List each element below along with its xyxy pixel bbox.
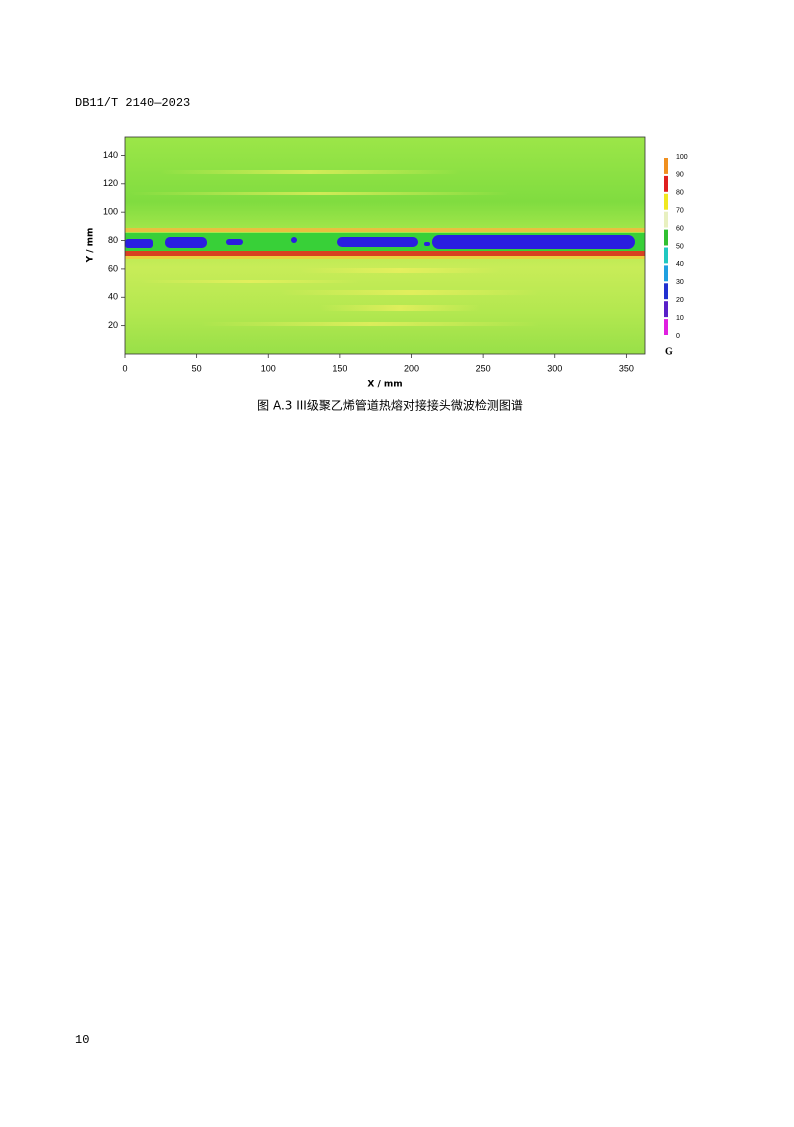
colorbar-segment (664, 319, 668, 335)
colorbar-tick-label: 50 (676, 243, 684, 250)
y-tick-label: 60 (108, 263, 118, 273)
x-tick-label: 350 (619, 363, 634, 373)
defect-regions (125, 235, 635, 249)
x-tick-label: 150 (332, 363, 347, 373)
defect (125, 239, 153, 248)
y-tick-label: 140 (103, 150, 118, 160)
colorbar-segment (664, 158, 668, 174)
colorbar-tick-label: 10 (676, 315, 684, 322)
defect (226, 239, 243, 245)
x-tick-label: 250 (476, 363, 491, 373)
defect (432, 235, 635, 249)
colorbar-label: G (665, 346, 673, 357)
colorbar-segment (664, 247, 668, 264)
plot-frame (124, 136, 646, 355)
y-tick-label: 100 (103, 207, 118, 217)
x-tick-label: 100 (261, 363, 276, 373)
defect (337, 237, 418, 247)
band-edge (125, 251, 645, 256)
colorbar-segment (664, 193, 668, 210)
streak (280, 290, 540, 295)
x-tick-label: 50 (192, 363, 202, 373)
y-tick-label: 80 (108, 235, 118, 245)
y-tick-label: 40 (108, 292, 118, 302)
colorbar-tick-label: 90 (676, 172, 684, 179)
x-axis-label: X / mm (367, 380, 402, 390)
streak (140, 280, 360, 283)
colorbar-segment (664, 229, 668, 246)
page-number: 10 (75, 1033, 89, 1047)
colorbar-segment (664, 301, 668, 318)
heatmap (124, 136, 646, 355)
band-edge (125, 228, 645, 232)
colorbar-tick-label: 100 (676, 154, 688, 161)
colorbar-tick-label: 60 (676, 225, 684, 232)
colorbar-segment (664, 283, 668, 300)
defect (291, 237, 297, 243)
colorbar-tick-label: 40 (676, 261, 684, 268)
colorbar-tick-label: 20 (676, 297, 684, 304)
x-tick-label: 300 (547, 363, 562, 373)
colorbar-segment (664, 175, 668, 192)
y-tick-label: 120 (103, 178, 118, 188)
streak (130, 192, 510, 195)
defect (165, 237, 207, 248)
defect (424, 242, 430, 246)
colorbar-segment (664, 211, 668, 228)
colorbar-tick-label: 30 (676, 279, 684, 286)
band-edge (125, 256, 645, 259)
x-tick-label: 200 (404, 363, 419, 373)
header-code: DB11/T 2140—2023 (75, 96, 190, 110)
y-tick-label: 20 (108, 320, 118, 330)
colorbar-tick-label: 80 (676, 190, 684, 197)
y-axis-label: Y / mm (86, 228, 96, 264)
colorbar-tick-label: 0 (676, 333, 680, 340)
figure-caption: 图 A.3 III级聚乙烯管道热熔对接接头微波检测图谱 (257, 398, 523, 413)
x-tick-label: 0 (122, 363, 127, 373)
streak (320, 305, 480, 311)
streak (200, 322, 540, 326)
streak (160, 170, 460, 174)
colorbar-segment (664, 265, 668, 282)
colorbar-tick-label: 70 (676, 208, 684, 215)
streak (300, 268, 500, 273)
